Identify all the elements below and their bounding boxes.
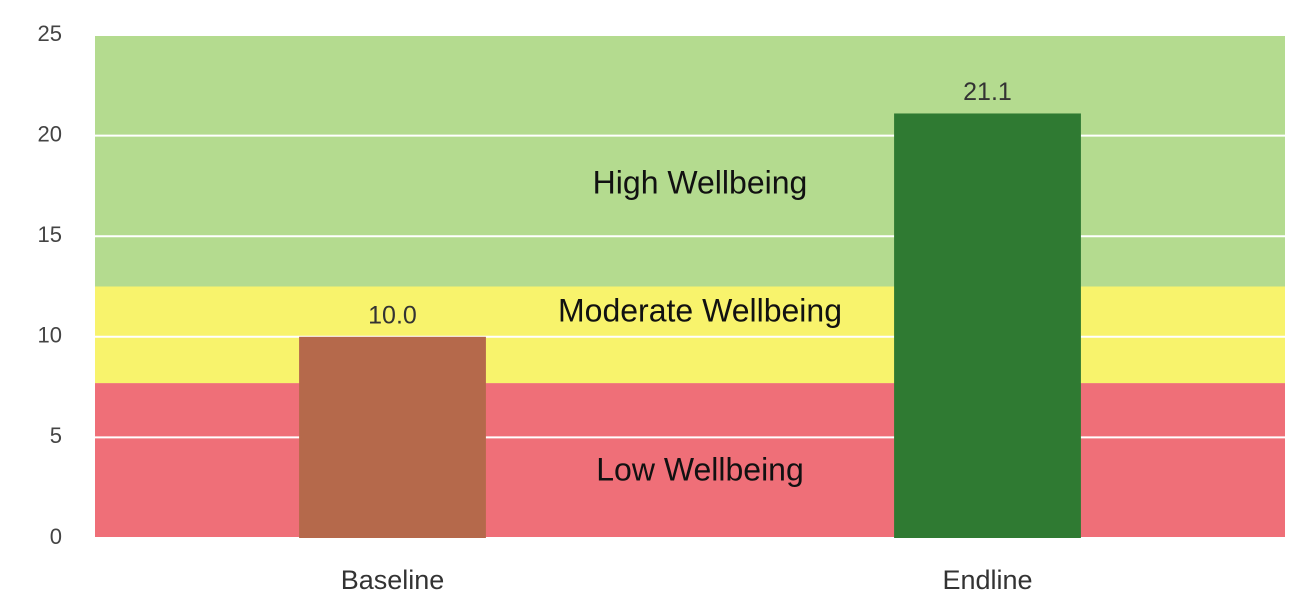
band-label: High Wellbeing xyxy=(593,164,808,200)
value-label: 10.0 xyxy=(368,301,417,329)
band xyxy=(95,35,1285,287)
x-tick-label: Baseline xyxy=(341,565,445,595)
x-tick-label: Endline xyxy=(942,565,1032,595)
bar xyxy=(894,113,1081,538)
y-tick-label: 0 xyxy=(50,524,62,549)
band xyxy=(95,383,1285,538)
y-tick-label: 10 xyxy=(38,323,62,348)
value-label: 21.1 xyxy=(963,78,1012,106)
y-tick-label: 25 xyxy=(38,21,62,46)
y-tick-label: 5 xyxy=(50,423,62,448)
y-tick-label: 20 xyxy=(38,121,62,146)
band-label: Low Wellbeing xyxy=(596,451,804,487)
band xyxy=(95,286,1285,384)
bar xyxy=(299,336,486,538)
band-label: Moderate Wellbeing xyxy=(558,292,842,328)
y-tick-label: 15 xyxy=(38,222,62,247)
